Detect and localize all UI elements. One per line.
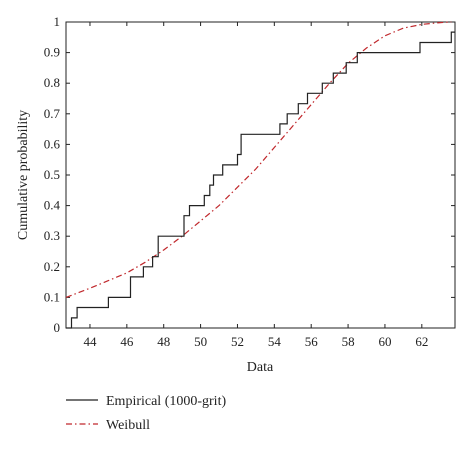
- y-tick-label: 0.5: [44, 167, 60, 182]
- y-tick-label: 0: [54, 320, 61, 335]
- x-tick-label: 46: [120, 334, 134, 349]
- x-tick-label: 52: [231, 334, 244, 349]
- x-tick-label: 62: [415, 334, 428, 349]
- y-tick-label: 0.7: [44, 106, 61, 121]
- y-tick-label: 0.2: [44, 259, 60, 274]
- axis-ticks: 44 46 48 50 52 54 56 58 60 62 0 0.1 0.2 0.3 0.4 0.5 0.6 0…: [44, 14, 455, 349]
- x-axis-title: Data: [247, 360, 274, 375]
- x-tick-label: 50: [194, 334, 207, 349]
- x-tick-label: 60: [378, 334, 391, 349]
- data-series: [65, 21, 455, 329]
- y-tick-label: 0.6: [44, 136, 61, 151]
- y-tick-label: 0.4: [44, 198, 61, 213]
- legend: Empirical (1000-grit) Weibull: [66, 394, 226, 433]
- legend-label-empirical: Empirical (1000-grit): [106, 394, 226, 409]
- y-tick-label: 0.1: [44, 289, 60, 304]
- y-tick-label: 0.8: [44, 75, 60, 90]
- x-tick-label: 48: [157, 334, 170, 349]
- x-tick-label: 54: [268, 334, 282, 349]
- y-tick-label: 0.9: [44, 45, 60, 60]
- x-tick-label: 56: [305, 334, 319, 349]
- x-tick-label: 44: [83, 334, 97, 349]
- y-tick-label: 1: [54, 14, 61, 29]
- plot-frame: [65, 21, 456, 329]
- x-tick-label: 58: [342, 334, 355, 349]
- y-tick-label: 0.3: [44, 228, 60, 243]
- y-axis-title: Cumulative probability: [16, 110, 31, 240]
- series-line-empirical: [66, 31, 455, 329]
- legend-label-weibull: Weibull: [106, 418, 150, 433]
- series-line-weibull: [65, 21, 452, 298]
